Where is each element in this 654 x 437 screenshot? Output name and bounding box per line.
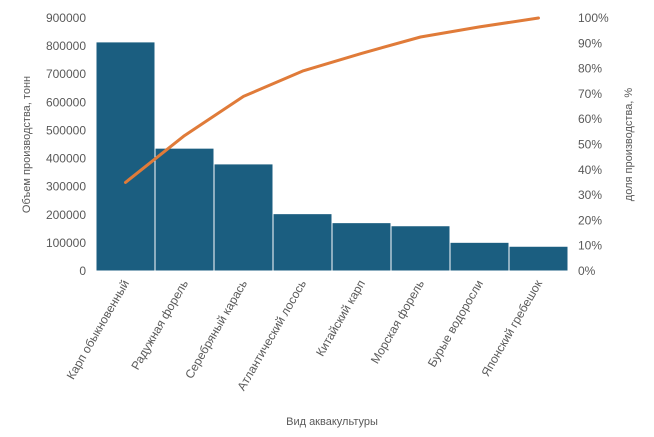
y2-tick-label: 0% — [578, 264, 596, 278]
y2-tick-label: 50% — [578, 138, 602, 152]
x-tick-label: Китайский карп — [313, 278, 368, 359]
y2-tick-label: 40% — [578, 163, 602, 177]
bar-3 — [213, 163, 274, 272]
right-axis-ticks: 0% 10% 20% 30% 40% 50% 60% 70% 80% 90% 100% — [578, 11, 609, 278]
x-tick-label: Карп обыкновенный — [64, 278, 132, 382]
y-axis-title: Объем производства, тонн — [21, 76, 33, 213]
bar-1 — [95, 41, 156, 272]
y2-tick-label: 90% — [578, 36, 602, 50]
x-tick-label: Серебряный карась — [182, 278, 250, 382]
bar-series — [95, 41, 569, 272]
bar-5 — [331, 222, 392, 272]
line-series — [124, 16, 540, 184]
y2-tick-label: 10% — [578, 239, 602, 253]
y-tick-label: 200000 — [46, 208, 86, 222]
x-tick-label: Атлантический лосось — [234, 278, 309, 393]
left-axis-ticks: 0 100000 200000 300000 400000 500000 600000 700… — [46, 11, 86, 278]
y-tick-label: 400000 — [46, 152, 86, 166]
y2-tick-label: 70% — [578, 87, 602, 101]
y-tick-label: 700000 — [46, 67, 86, 81]
y2-tick-label: 80% — [578, 62, 602, 76]
y2-tick-label: 20% — [578, 213, 602, 227]
x-tick-label: Японский гребешок — [478, 277, 545, 379]
y-tick-label: 800000 — [46, 39, 86, 53]
bar-4 — [272, 213, 333, 272]
y2-tick-label: 30% — [578, 188, 602, 202]
y-tick-label: 600000 — [46, 95, 86, 109]
bar-6 — [390, 225, 451, 272]
bar-8 — [508, 245, 569, 272]
x-tick-label: Бурые водоросли — [425, 278, 486, 370]
y-tick-label: 500000 — [46, 123, 86, 137]
bar-2 — [154, 147, 215, 272]
y2-tick-label: 60% — [578, 112, 602, 126]
y-tick-label: 900000 — [46, 11, 86, 25]
y-tick-label: 100000 — [46, 236, 86, 250]
y2-axis-title: доля производства, % — [623, 88, 635, 202]
x-axis-title: Вид аквакультуры — [286, 416, 378, 428]
y2-tick-label: 100% — [578, 11, 609, 25]
y-tick-label: 300000 — [46, 180, 86, 194]
x-tick-label: Морская форель — [368, 278, 427, 367]
cumulative-share-line — [124, 16, 540, 184]
bar-7 — [449, 241, 510, 272]
y-tick-label: 0 — [79, 264, 86, 278]
x-tick-label: Радужная форель — [128, 278, 191, 373]
